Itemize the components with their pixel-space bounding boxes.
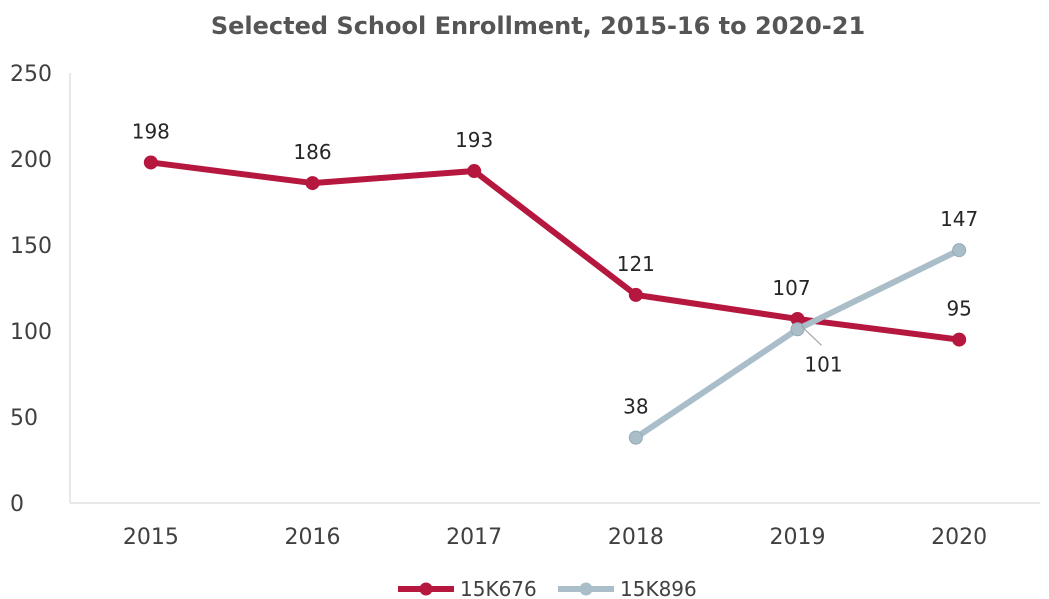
data-point xyxy=(628,287,643,302)
x-tick-label: 2016 xyxy=(285,525,341,550)
x-tick-label: 2020 xyxy=(931,525,987,550)
data-label: 193 xyxy=(455,128,493,152)
axes: 0 50 100 150 200 250 2015 2016 2017 2018 2019 2020 xyxy=(10,62,1040,550)
series-line-15K676 xyxy=(147,159,963,343)
data-point xyxy=(790,322,805,337)
series-layer xyxy=(143,155,967,445)
legend-swatch-marker xyxy=(419,582,433,596)
x-tick-label: 2019 xyxy=(770,525,826,550)
y-tick-label: 150 xyxy=(10,234,52,259)
x-tick-label: 2017 xyxy=(446,525,502,550)
chart-title: Selected School Enrollment, 2015-16 to 2… xyxy=(211,12,865,40)
data-label: 186 xyxy=(293,140,331,164)
data-point xyxy=(143,155,158,170)
data-label: 101 xyxy=(804,352,842,376)
data-label: 95 xyxy=(946,297,971,321)
data-point xyxy=(952,332,967,347)
legend-label: 15K896 xyxy=(620,577,697,599)
legend-swatch-marker xyxy=(579,582,593,596)
y-tick-label: 0 xyxy=(10,492,24,517)
x-tick-label: 2018 xyxy=(608,525,664,550)
data-point xyxy=(305,176,320,191)
label-leader-line xyxy=(801,325,822,346)
data-point xyxy=(467,164,482,179)
data-point xyxy=(952,243,967,258)
x-tick-label: 2015 xyxy=(123,525,179,550)
data-label: 147 xyxy=(940,207,978,231)
y-tick-label: 50 xyxy=(10,406,38,431)
y-tick-label: 100 xyxy=(10,320,52,345)
data-label: 198 xyxy=(132,119,170,143)
y-tick-label: 200 xyxy=(10,148,52,173)
data-label: 107 xyxy=(772,276,810,300)
data-label: 38 xyxy=(623,395,648,419)
legend-label: 15K676 xyxy=(460,577,537,599)
y-tick-label: 250 xyxy=(10,62,52,87)
data-point xyxy=(628,430,643,445)
data-labels: 198 186 193 121 107 95 38 101 147 xyxy=(132,119,979,418)
data-label: 121 xyxy=(617,252,655,276)
legend: 15K676 15K896 xyxy=(398,577,697,599)
